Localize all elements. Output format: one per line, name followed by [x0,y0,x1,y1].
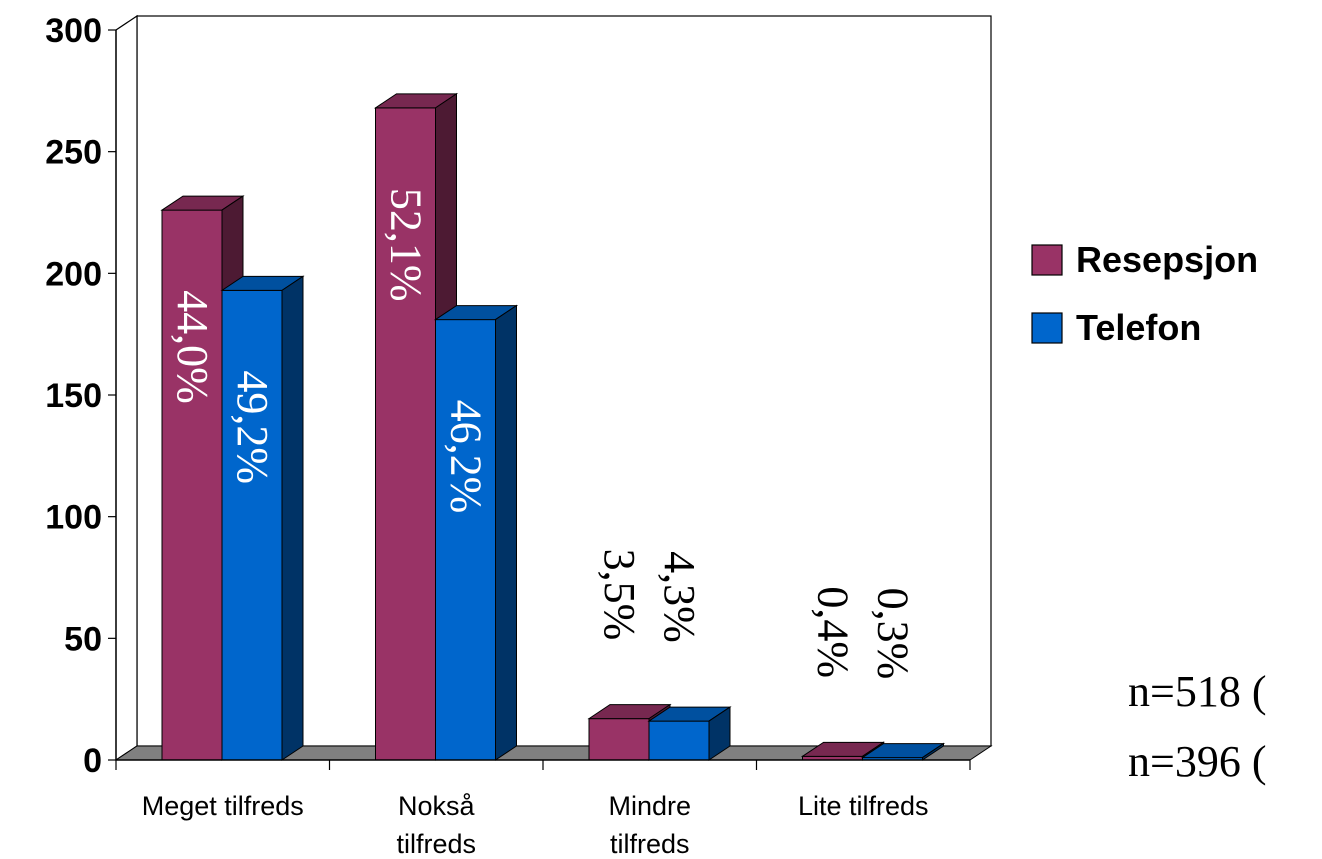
y-axis-tick-labels: 0 50 100 150 200 250 300 [45,12,102,780]
x-tick-label: Nokså [398,791,476,821]
bar-front [435,319,496,761]
bar-telefon-1 [433,304,519,761]
y-tick-label: 50 [64,620,102,658]
y-tick-label: 300 [45,12,102,50]
bar-front [161,209,223,761]
axes [108,29,971,770]
bar-side [708,706,731,761]
data-label: 0,4% [809,586,858,678]
x-axis-tick-labels: Meget tilfreds Nokså tilfreds Mindre tilfred… [142,791,929,859]
data-label: 49,2% [228,370,277,484]
sample-size-notes: n=518 ( n=396 ( [1128,667,1266,786]
bar-front [648,720,710,761]
bar-telefon-0 [220,275,305,761]
legend-label: Resepsjon [1076,239,1258,280]
y-tick-label: 250 [45,134,102,172]
data-label: 3,5% [595,549,644,641]
sample-size-note: n=518 ( [1128,667,1266,716]
x-tick-label: Meget tilfreds [142,791,304,821]
data-label: 46,2% [442,400,491,514]
bar-telefon-2 [647,706,732,761]
data-label: 44,0% [168,290,217,404]
legend: Resepsjon Telefon [1031,239,1258,348]
y-tick-label: 200 [45,255,102,293]
legend-swatch [1031,312,1063,344]
bar-side [922,742,944,761]
bar-front [221,289,283,761]
bars [160,92,946,761]
bar-side [495,304,517,761]
data-label: 4,3% [655,551,704,643]
y-tick-label: 150 [45,377,102,415]
side-wall [115,14,138,762]
x-tick-label: Lite tilfreds [798,791,929,821]
legend-swatch [1031,244,1063,276]
data-label: 52,1% [382,188,431,302]
y-tick-label: 0 [83,742,102,780]
x-tick-label: Mindre [608,791,691,821]
sample-size-note: n=396 ( [1128,737,1266,786]
bar-front [588,718,650,761]
y-tick-label: 100 [45,499,102,537]
data-labels: 44,0%49,2% 52,1% 46,2% 3,5% 4,3% 0,4% 0,3% [168,188,918,679]
x-tick-label: tilfreds [396,829,476,859]
data-label: 0,3% [869,588,918,680]
x-tick-label: tilfreds [610,829,690,859]
bar-side [281,275,304,761]
legend-label: Telefon [1076,307,1201,348]
